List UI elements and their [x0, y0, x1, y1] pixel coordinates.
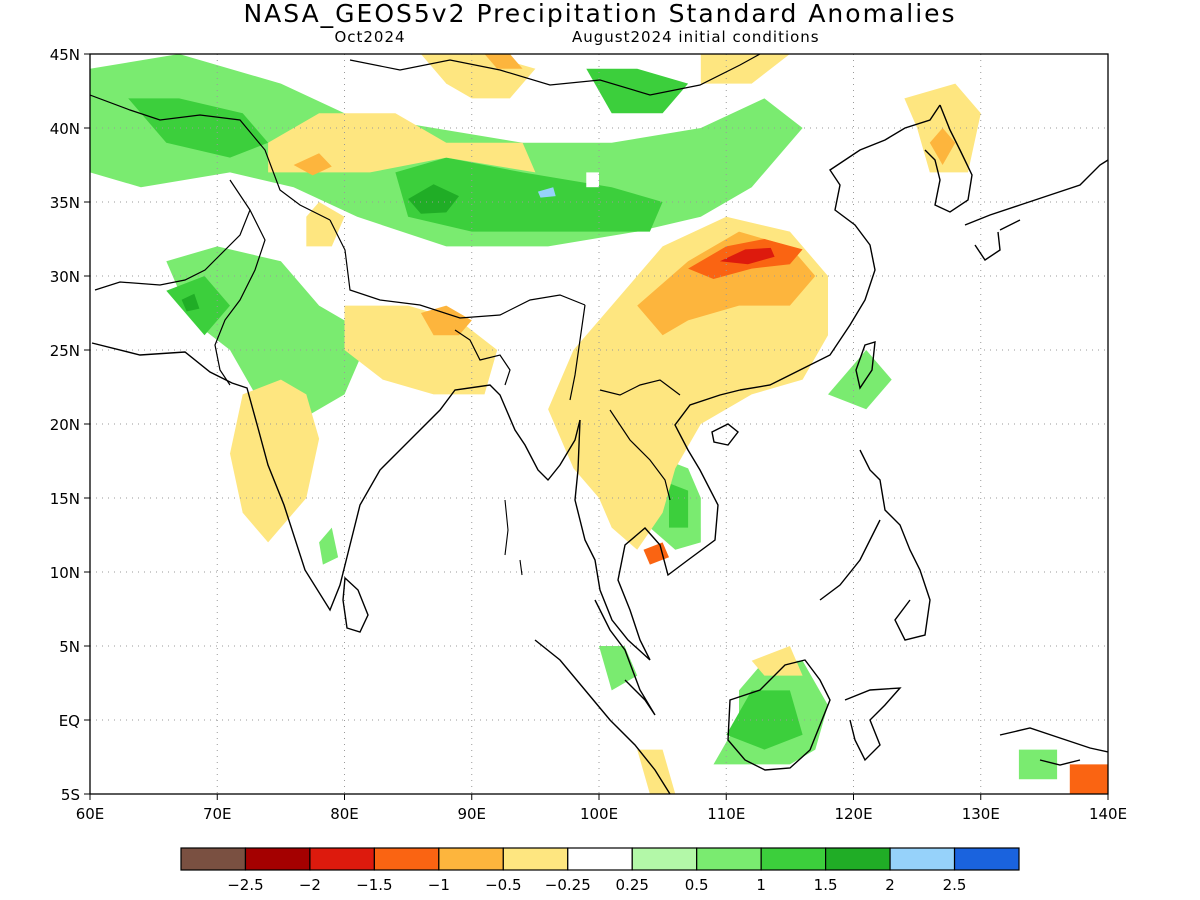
- coastline-india: [91, 342, 581, 612]
- coastline-sri-lanka: [342, 576, 369, 633]
- anomaly-region-25: [719, 247, 775, 265]
- coastline-borneo: [727, 659, 831, 771]
- anomaly-region-18: [268, 113, 536, 173]
- colorbar-swatch: [696, 847, 762, 871]
- lat-tick-label: 25N: [50, 342, 80, 360]
- coastline-china: [739, 104, 941, 391]
- anomaly-region-36: [1069, 764, 1108, 794]
- map-title: NASA_GEOS5v2 Precipitation Standard Anom…: [243, 0, 957, 28]
- colorbar-swatch: [309, 847, 375, 871]
- lat-tick-label: 30N: [50, 268, 80, 286]
- coastline-philippines: [819, 449, 931, 641]
- coastline-korea: [924, 104, 973, 213]
- colorbar-swatch: [438, 847, 504, 871]
- colorbar-swatch: [825, 847, 891, 871]
- anomaly-region-34: [929, 128, 956, 165]
- anomaly-region-33: [484, 54, 523, 69]
- coastline-malay-peninsula: [594, 599, 656, 716]
- coastlines: [90, 54, 1108, 794]
- colorbar-swatch: [180, 847, 247, 871]
- lat-tick-label: 40N: [50, 120, 80, 138]
- colorbar-swatch: [373, 847, 440, 871]
- colorbar-label: 1.5: [814, 876, 838, 894]
- colorbar-label: 2.5: [943, 876, 967, 894]
- colorbar-label: −1: [428, 876, 450, 894]
- colorbar-swatch: [631, 847, 698, 871]
- colorbar-label: −0.5: [485, 876, 521, 894]
- lat-tick-label: 10N: [50, 564, 80, 582]
- anomaly-region-31: [306, 202, 345, 247]
- lon-tick-label: 120E: [834, 805, 872, 823]
- lat-tick-label: 35N: [50, 194, 80, 212]
- coastline-sumatra: [534, 639, 671, 794]
- coastline-andaman: [504, 499, 523, 576]
- anomaly-region-35: [643, 542, 669, 565]
- anomaly-region-32: [293, 153, 332, 176]
- coastline-new-guinea: [999, 727, 1108, 766]
- lon-tick-label: 100E: [580, 805, 618, 823]
- anomaly-region-17: [1018, 749, 1058, 780]
- lat-tick-label: 5S: [61, 786, 80, 804]
- anomaly-region-9: [181, 293, 200, 312]
- colorbar-label: −1.5: [356, 876, 392, 894]
- coastline-sulawesi: [844, 687, 902, 762]
- longitude-tick-labels: 60E 70E 80E 90E 100E 110E 120E 130E 140E: [76, 794, 1127, 823]
- lon-tick-label: 60E: [76, 805, 105, 823]
- anomaly-fill-layer: [90, 54, 1108, 794]
- colorbar-swatch: [567, 847, 633, 871]
- lon-tick-label: 70E: [203, 805, 232, 823]
- anomaly-region-30: [751, 646, 803, 676]
- lon-tick-label: 110E: [707, 805, 745, 823]
- colorbar-label: 1: [756, 876, 766, 894]
- forecast-month: Oct2024: [334, 28, 406, 46]
- anomaly-region-10: [319, 527, 339, 565]
- colorbar-label: −2.5: [227, 876, 263, 894]
- anomaly-region-6: [537, 187, 556, 198]
- colorbar-label: 0.25: [616, 876, 649, 894]
- coastline-hainan: [711, 423, 739, 446]
- lat-tick-label: EQ: [59, 712, 80, 730]
- colorbar: −2.5 −2 −1.5 −1 −0.5 −0.25 0.25 0.5 1 1.5 2 2.5: [180, 847, 1020, 894]
- initial-conditions-label: August2024 initial conditions: [572, 28, 820, 46]
- colorbar-swatch: [760, 847, 827, 871]
- border-himalaya: [329, 219, 586, 319]
- border-central-asia: [90, 94, 331, 291]
- masked-cell-1: [420, 98, 434, 114]
- lon-tick-label: 80E: [330, 805, 359, 823]
- lat-tick-label: 45N: [50, 46, 80, 64]
- colorbar-swatch: [953, 847, 1020, 871]
- anomaly-region-26: [230, 379, 320, 543]
- anomaly-region-3: [395, 157, 663, 232]
- coastline-indochina: [574, 389, 741, 661]
- coastline-japan: [964, 159, 1108, 261]
- lon-tick-label: 90E: [457, 805, 486, 823]
- lon-tick-label: 130E: [962, 805, 1000, 823]
- coastline-taiwan: [855, 341, 876, 390]
- anomaly-region-16: [828, 350, 892, 410]
- lat-tick-label: 15N: [50, 490, 80, 508]
- border-mongolia: [349, 54, 761, 96]
- lat-tick-label: 20N: [50, 416, 80, 434]
- colorbar-swatch: [244, 847, 311, 871]
- anomaly-region-20: [700, 54, 790, 84]
- colorbar-label: 0.5: [685, 876, 709, 894]
- border-pakistan-india: [214, 209, 266, 386]
- anomaly-region-19: [420, 54, 536, 99]
- anomaly-region-28: [420, 305, 472, 336]
- anomaly-region-14: [726, 690, 803, 750]
- anomaly-region-12: [669, 483, 689, 528]
- masked-cell-2: [586, 172, 599, 188]
- colorbar-label: −0.25: [545, 876, 591, 894]
- anomaly-region-5: [408, 184, 459, 214]
- lat-tick-label: 5N: [59, 638, 80, 656]
- colorbar-label: 2: [885, 876, 895, 894]
- colorbar-label: −2: [299, 876, 321, 894]
- border-southeast-asia: [569, 304, 681, 501]
- border-bangladesh: [454, 329, 511, 386]
- colorbar-swatch: [502, 847, 569, 871]
- colorbar-swatch: [889, 847, 956, 871]
- latitude-tick-labels: 45N 40N 35N 30N 25N 20N 15N 10N 5N EQ 5S: [50, 46, 90, 804]
- lon-tick-label: 140E: [1089, 805, 1127, 823]
